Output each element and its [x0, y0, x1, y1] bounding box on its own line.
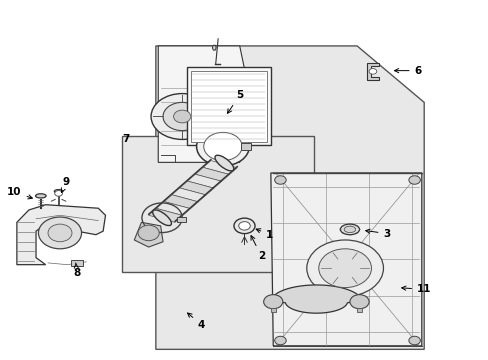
Polygon shape	[148, 208, 183, 222]
Polygon shape	[180, 181, 214, 195]
Circle shape	[368, 68, 376, 74]
Circle shape	[163, 102, 201, 131]
Polygon shape	[195, 167, 229, 181]
Bar	[356, 308, 361, 312]
Text: 11: 11	[401, 284, 430, 294]
Text: 4: 4	[187, 313, 204, 330]
Circle shape	[203, 132, 242, 161]
Circle shape	[196, 127, 249, 166]
Polygon shape	[212, 45, 216, 50]
Text: 2: 2	[250, 236, 264, 261]
Circle shape	[318, 249, 371, 288]
Circle shape	[263, 294, 282, 309]
Ellipse shape	[215, 155, 233, 171]
Text: 6: 6	[394, 66, 421, 76]
Polygon shape	[134, 222, 163, 247]
Polygon shape	[164, 195, 198, 209]
Bar	[122, 136, 313, 272]
Polygon shape	[156, 202, 190, 216]
Circle shape	[238, 222, 250, 230]
Bar	[186, 67, 270, 145]
Ellipse shape	[340, 224, 359, 235]
Bar	[177, 217, 185, 222]
Ellipse shape	[344, 226, 355, 233]
Circle shape	[349, 294, 368, 309]
Ellipse shape	[36, 194, 46, 198]
Polygon shape	[366, 63, 378, 80]
Text: 10: 10	[7, 187, 32, 199]
Text: 9: 9	[61, 177, 70, 193]
Polygon shape	[203, 161, 237, 175]
Text: 7: 7	[122, 134, 129, 144]
Text: 1: 1	[256, 229, 273, 240]
Circle shape	[151, 94, 213, 139]
Polygon shape	[270, 285, 361, 313]
Circle shape	[173, 110, 190, 123]
Circle shape	[39, 217, 81, 249]
Polygon shape	[158, 46, 249, 162]
Circle shape	[408, 176, 420, 184]
Bar	[270, 308, 275, 312]
Polygon shape	[238, 221, 251, 231]
Circle shape	[138, 225, 159, 241]
Polygon shape	[270, 173, 421, 346]
Ellipse shape	[54, 189, 63, 193]
Text: 3: 3	[365, 229, 390, 239]
Circle shape	[306, 240, 383, 296]
Polygon shape	[156, 46, 424, 349]
Polygon shape	[187, 174, 221, 188]
Circle shape	[274, 176, 285, 184]
Circle shape	[233, 218, 255, 234]
Polygon shape	[17, 205, 105, 265]
Bar	[71, 260, 83, 266]
Bar	[190, 71, 266, 142]
Circle shape	[274, 336, 285, 345]
Ellipse shape	[152, 210, 171, 226]
Bar	[241, 143, 250, 150]
Polygon shape	[172, 188, 206, 202]
Circle shape	[55, 190, 62, 196]
Circle shape	[408, 336, 420, 345]
Text: 8: 8	[73, 263, 80, 279]
Text: 5: 5	[227, 90, 243, 113]
Circle shape	[48, 224, 72, 242]
